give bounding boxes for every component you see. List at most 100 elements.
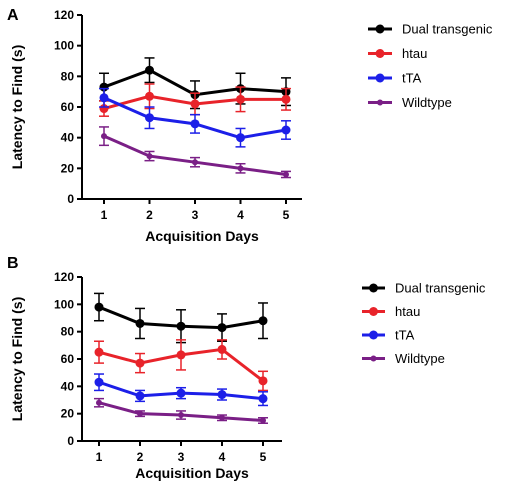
- panel-letter: A: [7, 7, 19, 24]
- y-tick-label: 100: [54, 39, 74, 53]
- data-point: [176, 350, 186, 360]
- data-point: [281, 125, 291, 135]
- data-point: [137, 410, 143, 417]
- data-point: [94, 347, 104, 357]
- data-point: [178, 412, 184, 419]
- legend-swatch-marker: [369, 307, 378, 316]
- legend-label: Dual transgenic: [402, 22, 493, 37]
- data-point: [258, 394, 268, 404]
- x-tick-label: 1: [101, 208, 108, 222]
- y-tick-label: 60: [61, 100, 75, 114]
- legend-swatch-marker: [375, 24, 385, 34]
- y-axis-title: Latency to Find (s): [9, 45, 25, 169]
- data-point: [145, 113, 154, 123]
- data-point: [192, 159, 198, 166]
- x-tick-label: 5: [283, 208, 290, 222]
- y-tick-label: 80: [61, 69, 75, 83]
- legend-swatch-marker: [377, 99, 383, 106]
- legend-label: htau: [402, 46, 427, 61]
- data-point: [145, 65, 154, 75]
- legend-item-dual-transgenic: Dual transgenic: [368, 22, 493, 37]
- data-point: [217, 323, 227, 333]
- data-point: [281, 94, 291, 104]
- legend-swatch-marker: [369, 330, 378, 340]
- legend-label: htau: [395, 304, 420, 319]
- y-tick-label: 80: [61, 325, 75, 339]
- y-tick-label: 20: [61, 407, 75, 421]
- series-htau: [94, 339, 268, 392]
- x-axis-title: Acquisition Days: [145, 228, 259, 244]
- x-tick-label: 5: [260, 450, 267, 464]
- legend-label: Dual transgenic: [395, 281, 486, 296]
- legend-item-dual-transgenic: Dual transgenic: [362, 281, 486, 296]
- y-tick-label: 120: [54, 8, 74, 22]
- y-tick-label: 100: [54, 297, 74, 311]
- legend-item-wildtype: Wildtype: [362, 351, 445, 366]
- legend-item-tta: tTA: [362, 328, 415, 343]
- legend-label: tTA: [395, 328, 415, 343]
- data-point: [260, 417, 266, 424]
- panel-letter: B: [7, 255, 19, 272]
- y-tick-label: 0: [67, 192, 74, 206]
- legend-swatch-marker: [375, 49, 385, 58]
- legend: Dual transgenic htau tTA Wildtype: [362, 281, 486, 366]
- data-point: [219, 414, 225, 421]
- legend: Dual transgenic htau tTA Wildtype: [368, 22, 493, 110]
- data-point: [190, 99, 200, 109]
- data-point: [190, 119, 200, 129]
- data-point: [135, 358, 145, 368]
- data-point: [101, 133, 107, 140]
- legend-swatch-marker: [369, 283, 378, 293]
- data-point: [135, 391, 145, 401]
- series-tta: [99, 87, 291, 148]
- y-tick-label: 120: [54, 270, 74, 284]
- x-tick-label: 2: [146, 208, 153, 222]
- legend-item-wildtype: Wildtype: [368, 95, 452, 110]
- y-tick-label: 20: [61, 161, 75, 175]
- chart-panel-b: B 0 20 40 60 80 100 120 1 2 3 4 5 Acquisition Days Lat…: [7, 255, 486, 481]
- series-tta: [94, 373, 268, 407]
- x-tick-label: 2: [137, 450, 144, 464]
- series-wildtype: [94, 397, 268, 424]
- data-point: [236, 133, 245, 143]
- legend-item-htau: htau: [362, 304, 420, 319]
- data-point: [145, 91, 154, 101]
- data-point: [96, 399, 102, 406]
- legend-label: Wildtype: [395, 351, 445, 366]
- legend-swatch-marker: [370, 355, 377, 362]
- series-wildtype: [99, 126, 291, 179]
- legend-label: Wildtype: [402, 95, 452, 110]
- data-point: [258, 316, 268, 326]
- data-point: [258, 376, 268, 386]
- data-point: [176, 321, 186, 331]
- data-point: [283, 171, 289, 178]
- data-point: [94, 377, 104, 387]
- x-tick-label: 4: [237, 208, 244, 222]
- x-tick-label: 1: [96, 450, 103, 464]
- data-point: [135, 318, 145, 328]
- x-tick-label: 4: [219, 450, 226, 464]
- chart-panel-a: A 0 20 40 60 80 100 120 1 2 3 4 5 Acquisition Days Lat…: [7, 7, 493, 244]
- y-axis-title: Latency to Find (s): [9, 297, 25, 421]
- legend-label: tTA: [402, 71, 422, 86]
- y-tick-label: 40: [61, 131, 75, 145]
- data-point: [217, 390, 227, 400]
- data-point: [176, 388, 186, 398]
- legend-item-htau: htau: [368, 46, 427, 61]
- data-point: [237, 165, 244, 172]
- y-tick-label: 0: [67, 434, 74, 448]
- data-point: [146, 153, 153, 160]
- x-tick-label: 3: [192, 208, 199, 222]
- legend-swatch-marker: [375, 73, 385, 83]
- data-point: [236, 94, 245, 104]
- x-tick-label: 3: [178, 450, 185, 464]
- data-point: [217, 344, 227, 354]
- y-tick-label: 60: [61, 352, 75, 366]
- series-line: [103, 134, 287, 176]
- x-axis-title: Acquisition Days: [135, 465, 249, 481]
- legend-item-tta: tTA: [368, 71, 422, 86]
- y-tick-label: 40: [61, 379, 75, 393]
- series-dual-transgenic: [94, 292, 268, 344]
- data-point: [94, 302, 104, 312]
